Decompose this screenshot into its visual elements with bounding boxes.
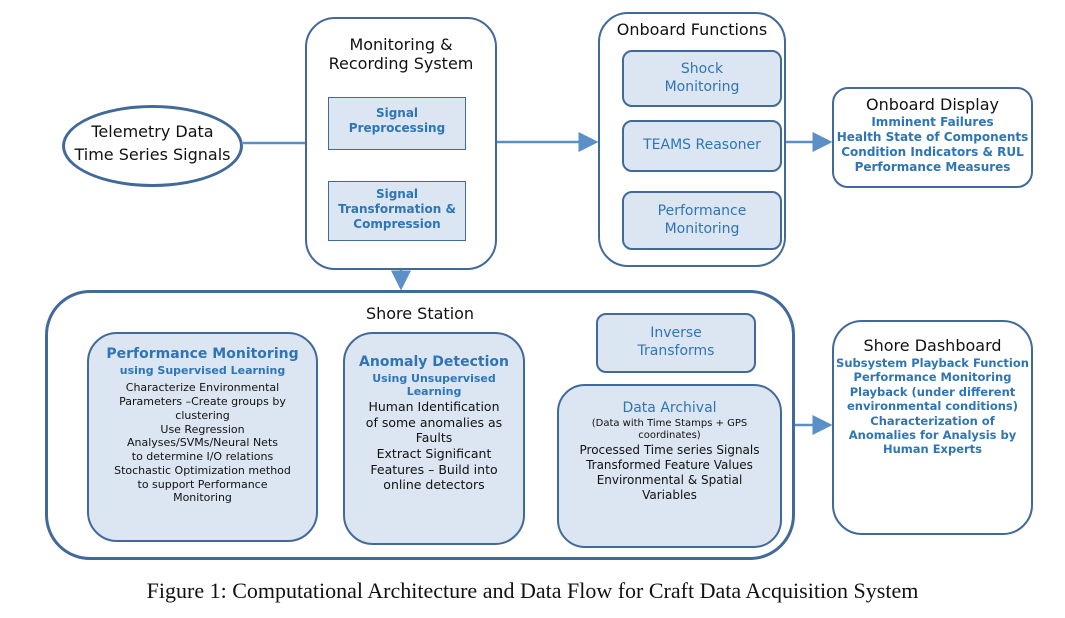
anomaly-text: of some anomalies as	[365, 414, 503, 430]
performance-monitoring-shore: Performance Monitoring using Supervised …	[87, 332, 318, 542]
anomaly-text: Faults	[415, 430, 453, 446]
monitoring-title2: Recording System	[328, 54, 474, 73]
archival-text: Processed Time series Signals	[579, 442, 760, 457]
anomaly-title: Anomaly Detection	[359, 354, 509, 370]
dashboard-item: Anomalies for Analysis by	[848, 427, 1017, 442]
onboard-display-title: Onboard Display	[866, 95, 999, 114]
performance-line: Monitoring	[664, 220, 740, 237]
archival-text: Variables	[642, 487, 697, 502]
display-item: Condition Indicators & RUL	[841, 145, 1024, 159]
performance-text: Analyses/SVMs/Neural Nets	[127, 436, 278, 450]
archival-subtitle: (Data with Time Stamps + GPS	[591, 417, 748, 429]
data-archival: Data Archival (Data with Time Stamps + G…	[557, 384, 782, 548]
teams-label: TEAMS Reasoner	[643, 137, 761, 153]
inverse-line: Inverse	[650, 325, 702, 341]
performance-text: Monitoring	[173, 491, 232, 505]
inverse-line: Transforms	[637, 342, 715, 359]
telemetry-line2: Time Series Signals	[74, 145, 231, 164]
teams-reasoner: TEAMS Reasoner	[622, 120, 782, 172]
transformation-line: Signal	[375, 187, 419, 201]
performance-monitoring-onboard: Performance Monitoring	[622, 191, 782, 250]
display-item: Performance Measures	[854, 160, 1011, 174]
performance-text: Characterize Environmental	[125, 381, 280, 395]
performance-text: to determine I/O relations	[131, 450, 274, 463]
performance-text: Stochastic Optimization method	[114, 463, 291, 477]
anomaly-text: Extract Significant	[376, 445, 492, 461]
preprocessing-line: Signal	[375, 106, 419, 120]
figure-caption: Figure 1: Computational Architecture and…	[146, 578, 919, 603]
signal-transformation: Signal Transformation & Compression	[328, 181, 466, 241]
dashboard-item: Playback (under different	[849, 384, 1016, 399]
shock-line: Monitoring	[664, 78, 740, 95]
archival-title: Data Archival	[622, 400, 717, 416]
dashboard-item: Performance Monitoring	[853, 370, 1012, 385]
shock-monitoring: Shock Monitoring	[622, 50, 782, 107]
archival-text: Transformed Feature Values	[586, 457, 753, 472]
anomaly-text: online detectors	[383, 477, 485, 493]
dashboard-item: environmental conditions)	[846, 399, 1019, 414]
anomaly-subtitle: Learning	[406, 385, 462, 399]
performance-text: clustering	[175, 408, 230, 422]
onboard-display: Onboard Display Imminent Failures Health…	[832, 87, 1033, 188]
dashboard-item: Subsystem Playback Function	[836, 356, 1029, 370]
display-item: Health State of Components	[836, 130, 1029, 144]
shore-station-title: Shore Station	[365, 304, 475, 323]
shore-dashboard: Shore Dashboard Subsystem Playback Funct…	[832, 320, 1033, 535]
transformation-line: Compression	[353, 217, 441, 231]
shock-line: Shock	[680, 61, 724, 77]
performance-title: Performance Monitoring	[106, 346, 299, 362]
shore-dashboard-title: Shore Dashboard	[863, 336, 1002, 355]
archival-text: Environmental & Spatial	[596, 472, 743, 487]
anomaly-subtitle: Using Unsupervised	[372, 371, 496, 385]
archival-subtitle: coordinates)	[638, 430, 701, 441]
monitoring-title1: Monitoring &	[349, 35, 453, 54]
anomaly-text: Features – Build into	[370, 461, 498, 477]
telemetry-line1: Telemetry Data	[91, 122, 214, 141]
performance-subtitle: using Supervised Learning	[119, 363, 286, 377]
signal-preprocessing: Signal Preprocessing	[328, 97, 466, 150]
performance-text: to support Performance	[137, 477, 268, 491]
transformation-line: Transformation &	[338, 202, 456, 216]
dashboard-item: Human Experts	[882, 442, 983, 457]
telemetry-ellipse: Telemetry Data Time Series Signals	[62, 105, 243, 187]
performance-line: Performance	[657, 203, 747, 219]
performance-text: Use Regression	[160, 422, 245, 436]
inverse-transforms: Inverse Transforms	[596, 313, 756, 373]
dashboard-item: Characterization of	[870, 413, 995, 428]
anomaly-detection: Anomaly Detection Using Unsupervised Lea…	[343, 332, 525, 545]
preprocessing-line: Preprocessing	[348, 121, 446, 135]
onboard-functions-title: Onboard Functions	[616, 20, 768, 39]
performance-text: Parameters –Create groups by	[119, 395, 286, 408]
anomaly-text: Human Identification	[368, 399, 500, 414]
display-item: Imminent Failures	[871, 115, 994, 129]
